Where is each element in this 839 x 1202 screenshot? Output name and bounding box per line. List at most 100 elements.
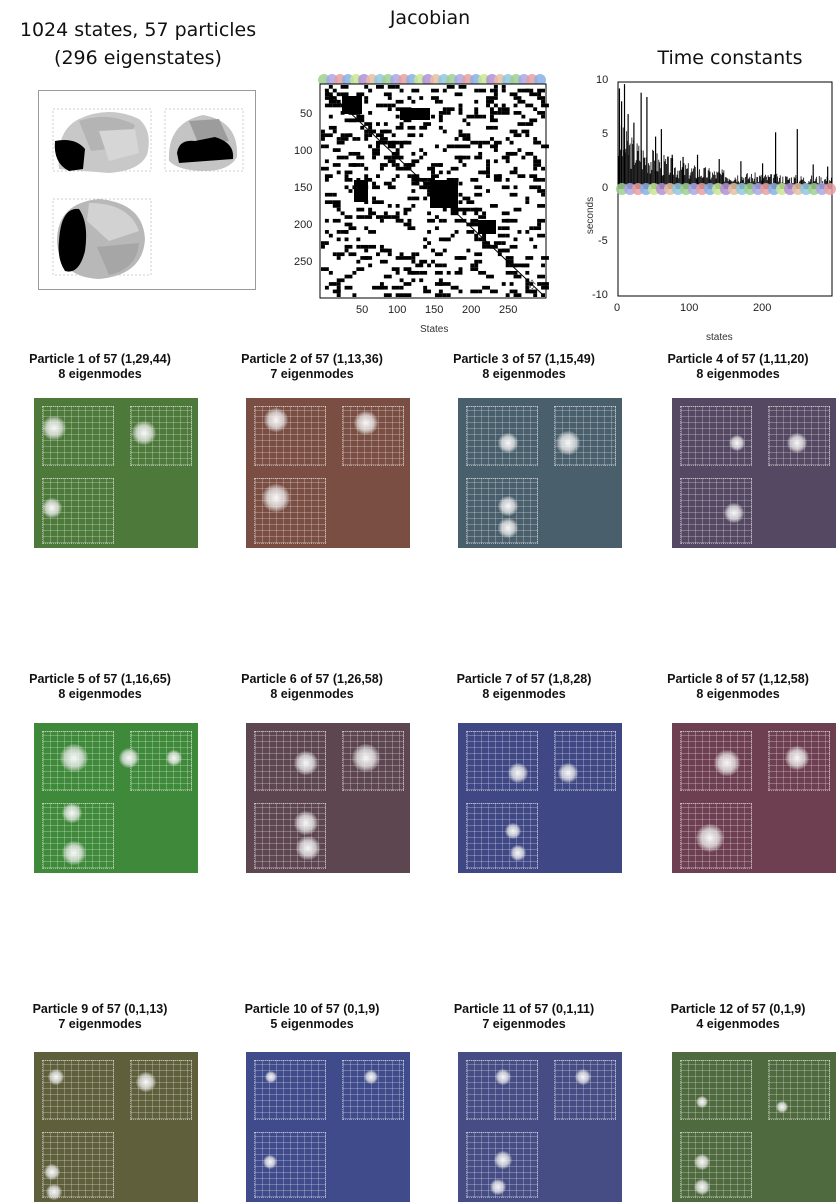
jacobian-cell (399, 218, 404, 223)
jacobian-cell (348, 252, 357, 257)
particle-brain-panel (34, 398, 198, 548)
jacobian-cell (533, 293, 538, 297)
jacobian-cell (525, 282, 530, 286)
jacobian-cell (344, 177, 349, 182)
jacobian-cell (407, 140, 412, 145)
jacobian-cell (489, 137, 494, 141)
particle-title-text: Particle 11 of 57 (0,1,11) (453, 1002, 595, 1016)
jacobian-cell (497, 111, 502, 115)
activation-blob (294, 811, 318, 835)
jacobian-cell (458, 155, 467, 160)
jacobian-cell (513, 293, 522, 297)
jacobian-cell (344, 222, 353, 227)
jacobian-cell (348, 151, 353, 156)
activation-blob (166, 750, 182, 766)
jacobian-cell (533, 140, 542, 145)
jacobian-cell (395, 270, 400, 275)
jacobian-cell (442, 282, 451, 286)
jacobian-cell (364, 248, 369, 253)
jacobian-block (342, 96, 362, 114)
jacobian-cell (344, 155, 349, 160)
jacobian-cell (478, 259, 483, 264)
jacobian-cell (533, 137, 538, 141)
jacobian-cell (458, 85, 467, 89)
jacobian-cell (336, 137, 341, 141)
jacobian-cell (364, 129, 369, 134)
jacobian-cell (336, 256, 341, 260)
jacobian-cell (501, 282, 506, 286)
jacobian-cell (489, 111, 498, 115)
jacobian-cell (486, 96, 490, 100)
jacobian-cell (403, 222, 412, 227)
jacobian-cell (505, 159, 510, 164)
jacobian-cell (434, 226, 439, 231)
jacobian-cell (352, 163, 361, 167)
jacobian-cell (493, 85, 498, 89)
jacobian-cell (411, 125, 416, 130)
jacobian-cell (529, 237, 534, 242)
jacobian-cell (537, 189, 545, 193)
jacobian-cell (509, 170, 518, 175)
jacobian-cell (332, 129, 337, 134)
jacobian-xtick: 200 (462, 304, 481, 316)
jacobian-cell (442, 88, 447, 93)
jacobian-cell (541, 263, 545, 268)
jacobian-cell (423, 151, 428, 156)
jacobian-cell (364, 122, 373, 126)
jacobian-cell (466, 137, 471, 141)
jacobian-cell (509, 129, 518, 134)
jacobian-cell (403, 118, 412, 123)
jacobian-cell (419, 259, 428, 264)
jacobian-cell (517, 263, 526, 268)
jacobian-cell (360, 244, 369, 249)
jacobian-cell (321, 144, 325, 149)
jacobian-cell (509, 289, 514, 294)
time-ytick: -5 (598, 235, 608, 247)
jacobian-cell (419, 270, 428, 275)
jacobian-cell (427, 241, 432, 245)
jacobian-cell (383, 129, 392, 134)
jacobian-cell (493, 177, 502, 182)
jacobian-cell (533, 163, 542, 167)
jacobian-cell (513, 103, 518, 108)
jacobian-cell (438, 125, 443, 130)
jacobian-cell (470, 222, 479, 227)
jacobian-cell (434, 293, 443, 297)
jacobian-cell (474, 263, 479, 268)
jacobian-cell (364, 177, 373, 182)
jacobian-cell (517, 230, 522, 234)
jacobian-cell (438, 289, 443, 294)
jacobian-cell (431, 259, 435, 264)
jacobian-cell (348, 177, 353, 182)
jacobian-ytick: 200 (294, 219, 313, 231)
jacobian-cell (501, 211, 510, 216)
jacobian-cell (415, 181, 420, 186)
jacobian-cell (383, 103, 388, 108)
jacobian-cell (466, 114, 475, 119)
jacobian-cell (360, 256, 369, 260)
jacobian-cell (478, 88, 487, 93)
jacobian-cell (324, 241, 329, 245)
particle-eigenmodes-count: 8 eigenmodes (270, 687, 354, 701)
jacobian-cell (411, 259, 416, 264)
jacobian-cell (419, 96, 424, 100)
jacobian-cell (372, 155, 377, 160)
particle-title-text: Particle 1 of 57 (1,29,44) (29, 352, 171, 366)
jacobian-cell (395, 293, 404, 297)
jacobian-cell (525, 151, 534, 156)
jacobian-cell (403, 207, 412, 212)
jacobian-cell (454, 218, 459, 223)
jacobian-cell (442, 263, 447, 268)
jacobian-cell (450, 207, 459, 212)
jacobian-cell (446, 144, 455, 149)
jacobian-cell (344, 230, 349, 234)
jacobian-cell (368, 133, 373, 138)
jacobian-cell (321, 241, 325, 245)
jacobian-cell (403, 256, 412, 260)
jacobian-cell (360, 163, 365, 167)
jacobian-cell (399, 278, 404, 283)
jacobian-cell (438, 163, 443, 167)
brain-view-outline (130, 731, 192, 791)
jacobian-cell (328, 85, 333, 89)
jacobian-cell (395, 204, 400, 208)
